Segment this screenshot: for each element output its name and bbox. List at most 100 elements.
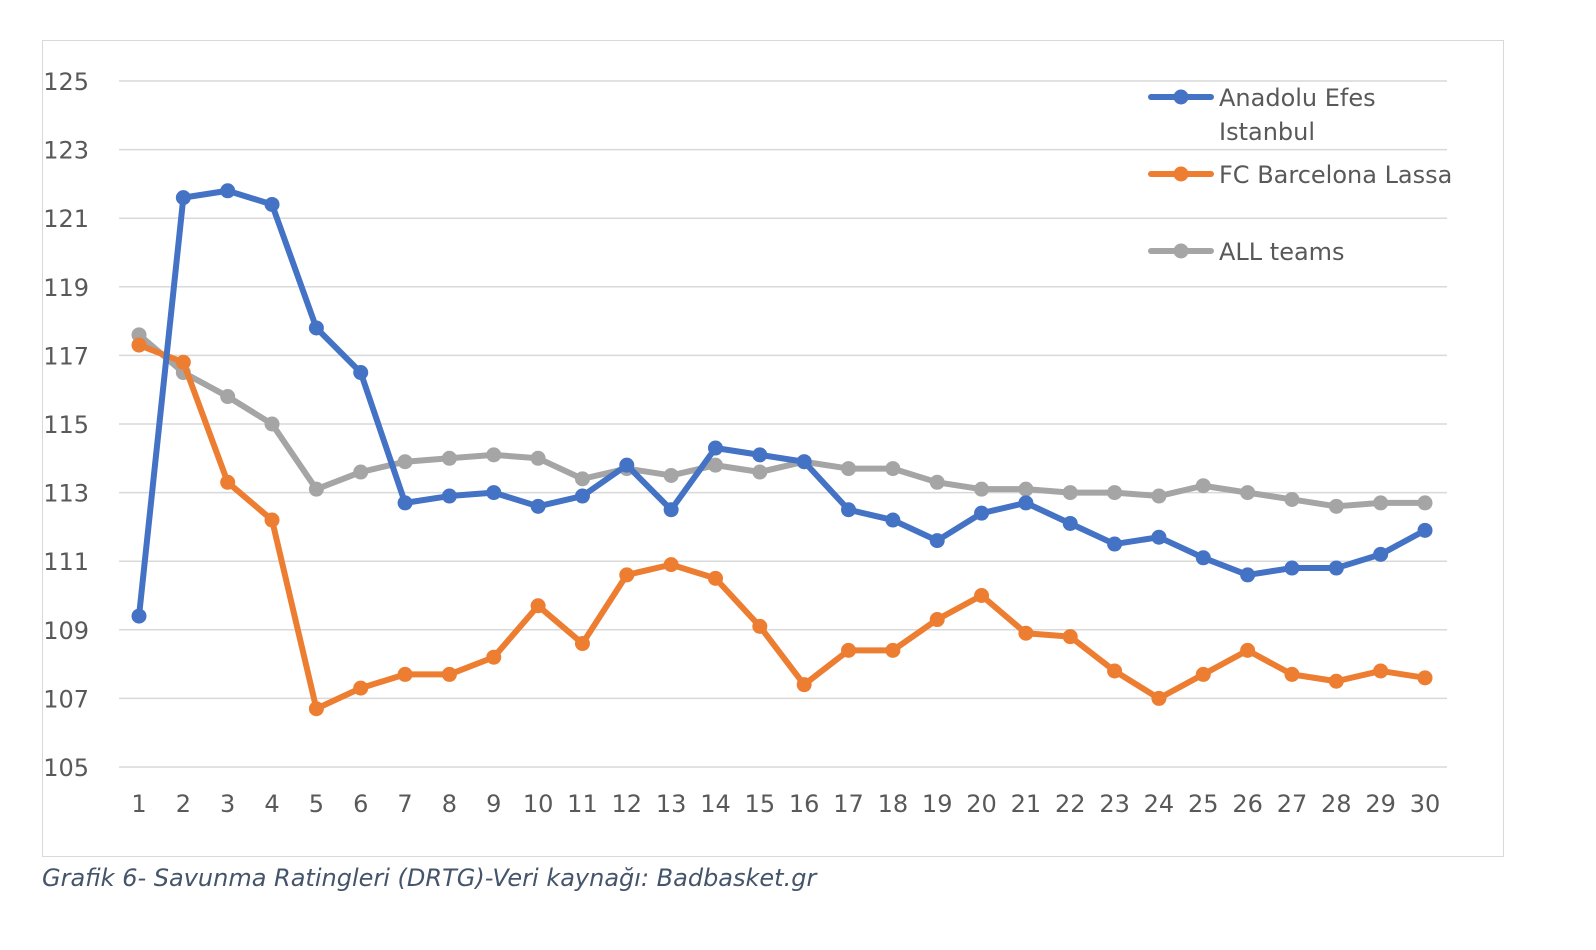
data-point	[752, 618, 768, 634]
x-tick-label: 6	[353, 790, 368, 818]
data-point	[1284, 666, 1300, 682]
data-point	[1062, 629, 1078, 645]
x-tick-label: 21	[1011, 790, 1042, 818]
data-point	[264, 512, 280, 528]
data-point	[1062, 515, 1078, 531]
data-point	[752, 464, 768, 480]
data-point	[1151, 488, 1167, 504]
x-tick-label: 15	[745, 790, 776, 818]
x-tick-label: 30	[1410, 790, 1441, 818]
legend: Anadolu Efes Istanbul FC Barcelona Lassa AL…	[1148, 84, 1452, 266]
x-tick-label: 26	[1232, 790, 1263, 818]
x-tick-label: 2	[176, 790, 191, 818]
data-point	[1195, 550, 1211, 566]
legend-label: FC Barcelona Lassa	[1219, 161, 1452, 189]
legend-label: Anadolu Efes	[1219, 84, 1376, 112]
x-tick-label: 25	[1188, 790, 1219, 818]
data-point	[397, 666, 413, 682]
data-point	[264, 416, 280, 432]
data-point	[441, 666, 457, 682]
data-point	[1328, 560, 1344, 576]
x-tick-label: 3	[220, 790, 235, 818]
x-tick-label: 12	[612, 790, 643, 818]
data-point	[1373, 495, 1389, 511]
data-point	[974, 505, 990, 521]
data-point	[574, 471, 590, 487]
data-point	[220, 474, 236, 490]
data-point	[885, 512, 901, 528]
data-point	[574, 488, 590, 504]
data-point	[1018, 625, 1034, 641]
data-point	[530, 450, 546, 466]
data-point	[619, 567, 635, 583]
y-tick-label: 115	[43, 411, 89, 439]
series	[131, 337, 1433, 717]
data-point	[1417, 495, 1433, 511]
data-point	[308, 701, 324, 717]
data-point	[131, 608, 147, 624]
x-tick-label: 4	[264, 790, 279, 818]
data-point	[1018, 495, 1034, 511]
x-tick-label: 24	[1144, 790, 1175, 818]
series-group	[131, 183, 1433, 717]
series-line	[136, 342, 1428, 712]
x-tick-label: 27	[1277, 790, 1308, 818]
x-tick-label: 9	[486, 790, 501, 818]
data-point	[1284, 491, 1300, 507]
data-point	[707, 440, 723, 456]
data-point	[397, 454, 413, 470]
y-tick-label: 125	[43, 68, 89, 96]
data-point	[1107, 536, 1123, 552]
data-point	[1018, 481, 1034, 497]
data-point	[1062, 485, 1078, 501]
x-tick-label: 20	[966, 790, 997, 818]
data-point	[530, 598, 546, 614]
x-tick-label: 1	[131, 790, 146, 818]
data-point	[441, 488, 457, 504]
data-point	[663, 502, 679, 518]
x-tick-label: 22	[1055, 790, 1086, 818]
x-tick-label: 7	[397, 790, 412, 818]
x-tick-label: 18	[878, 790, 909, 818]
data-point	[530, 498, 546, 514]
series-line	[136, 331, 1428, 510]
data-point	[308, 481, 324, 497]
data-point	[220, 389, 236, 405]
data-point	[929, 533, 945, 549]
data-point	[663, 467, 679, 483]
data-point	[353, 365, 369, 381]
data-point	[1195, 478, 1211, 494]
data-point	[974, 588, 990, 603]
legend-label: Istanbul	[1219, 118, 1315, 146]
y-tick-label: 111	[43, 548, 89, 576]
data-point	[707, 457, 723, 473]
y-tick-label: 105	[43, 754, 89, 782]
data-point	[175, 190, 191, 206]
data-point	[441, 450, 457, 466]
data-point	[1373, 663, 1389, 679]
data-point	[175, 354, 191, 370]
legend-label: ALL teams	[1219, 238, 1345, 266]
data-point	[974, 481, 990, 497]
legend-swatch-marker	[1173, 243, 1189, 259]
data-point	[1328, 673, 1344, 689]
data-point	[1417, 522, 1433, 538]
data-point	[486, 447, 502, 463]
data-point	[486, 649, 502, 665]
legend-swatch-marker	[1173, 89, 1189, 105]
y-tick-label: 121	[43, 205, 89, 233]
data-point	[841, 461, 857, 477]
y-tick-label: 117	[43, 342, 89, 370]
x-tick-label: 13	[656, 790, 687, 818]
data-point	[707, 570, 723, 586]
data-point	[1195, 666, 1211, 682]
data-point	[929, 612, 945, 628]
data-point	[1417, 670, 1433, 686]
data-point	[131, 337, 147, 353]
x-axis-ticks: 1 2 3 4 5 6 7 8 9 10 11 12 13 14 15 16 17 18 19 20 21 22 23 24 2…	[131, 790, 1440, 818]
y-axis-ticks: 105 107 109 111 113 115 117 119 121 123 125	[43, 68, 89, 782]
series	[131, 183, 1433, 624]
x-tick-label: 19	[922, 790, 953, 818]
